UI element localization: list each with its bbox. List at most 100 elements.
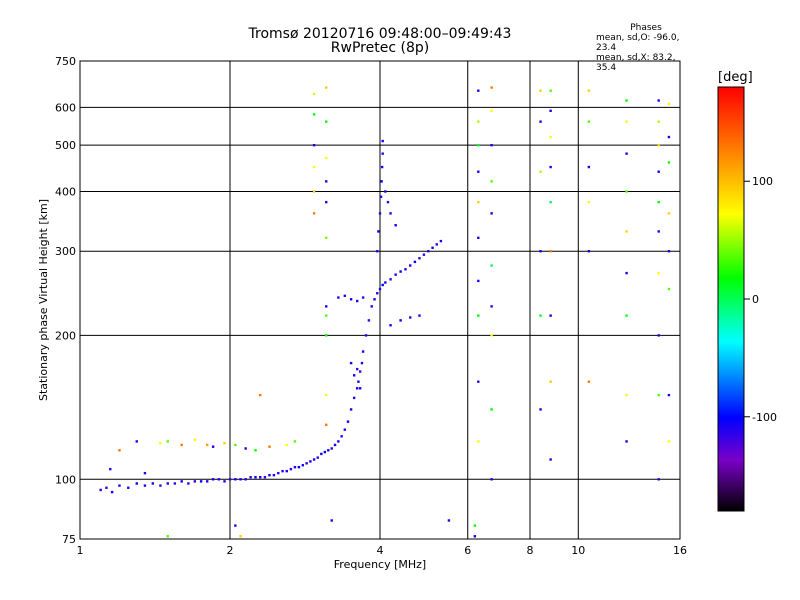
data-point [343, 294, 347, 298]
data-point [309, 460, 312, 463]
data-point [625, 314, 628, 317]
data-point [358, 387, 362, 390]
data-point [549, 380, 552, 383]
data-point [349, 298, 353, 301]
data-point [199, 480, 203, 483]
data-point [355, 367, 359, 371]
x-tick-label: 16 [673, 544, 687, 557]
data-point [539, 120, 542, 123]
data-point [223, 480, 226, 483]
data-point [330, 447, 333, 450]
data-point [477, 380, 480, 383]
data-point [404, 268, 407, 271]
data-point [217, 478, 221, 481]
data-point [473, 535, 477, 538]
data-point [657, 393, 660, 397]
data-point [349, 361, 353, 365]
data-point [539, 170, 542, 173]
data-point [325, 334, 328, 337]
data-point [312, 113, 316, 116]
data-point [193, 480, 197, 483]
data-point [549, 89, 552, 92]
data-point [325, 200, 328, 204]
data-point [355, 299, 359, 303]
colorbar-tick-label: -100 [752, 411, 777, 424]
data-point [234, 524, 237, 527]
data-point [379, 195, 383, 198]
chart-subtitle: RwPretec (8p) [330, 40, 430, 56]
data-point [289, 467, 293, 471]
data-point [281, 469, 284, 473]
data-point [477, 236, 480, 240]
data-point [105, 486, 108, 489]
data-point [667, 393, 671, 397]
data-point [409, 264, 412, 267]
data-point [211, 478, 215, 481]
data-point [173, 482, 177, 485]
data-point [244, 447, 247, 450]
data-point [166, 535, 169, 538]
data-point [135, 482, 138, 485]
data-point [389, 212, 392, 215]
data-point [549, 200, 552, 204]
data-point [352, 396, 356, 400]
data-point [657, 478, 660, 481]
y-tick-label: 75 [62, 533, 76, 546]
phase-stats: Phases mean, sd,O: -96.0, 23.4 mean, sd,… [596, 23, 696, 73]
data-point [263, 476, 267, 479]
data-point [439, 239, 443, 243]
colorbar-tick-label: 100 [752, 175, 773, 188]
data-point [143, 484, 147, 487]
data-point [193, 438, 197, 441]
data-point [180, 443, 183, 447]
data-point [490, 86, 493, 89]
axes-layer: 1 2 4 6 8 10 16 75 100 200 300 400 500 600 750 Frequenc… [37, 55, 687, 571]
data-point [312, 165, 316, 169]
data-point [352, 374, 356, 377]
data-point [343, 428, 347, 431]
phase-stats-o: mean, sd,O: -96.0, 23.4 [596, 33, 680, 53]
data-point [413, 260, 417, 264]
data-point [378, 287, 382, 291]
data-point [340, 435, 343, 438]
data-point [361, 350, 365, 353]
data-points [99, 86, 671, 538]
data-point [490, 478, 493, 481]
y-tick-label: 300 [55, 245, 76, 258]
data-point [110, 490, 114, 494]
data-point [330, 519, 333, 522]
phase-stats-x: mean, sd,X: 83.2, 35.4 [596, 53, 676, 73]
data-point [389, 324, 392, 327]
data-point [325, 156, 328, 160]
data-point [394, 224, 397, 227]
data-point [305, 462, 308, 465]
data-point [327, 449, 330, 452]
x-tick-label: 1 [77, 544, 84, 557]
data-point [259, 476, 262, 479]
data-point [490, 212, 493, 215]
data-point [381, 283, 384, 287]
data-point [249, 476, 252, 479]
data-point [325, 180, 328, 183]
data-point [357, 380, 360, 383]
plot-frame [79, 60, 681, 540]
data-point [431, 246, 434, 249]
data-point [657, 334, 660, 337]
data-point [244, 478, 247, 481]
data-point [667, 135, 671, 139]
data-point [337, 440, 340, 443]
data-point [477, 120, 480, 123]
data-point [625, 190, 628, 193]
data-point [370, 305, 373, 308]
data-point [159, 484, 162, 487]
x-tick-label: 2 [227, 544, 234, 557]
x-tick-label: 6 [464, 544, 471, 557]
data-point [376, 292, 379, 295]
data-point [234, 443, 237, 447]
data-point [625, 271, 628, 275]
data-point [268, 445, 271, 448]
data-point [587, 120, 591, 123]
data-point [277, 471, 280, 475]
data-point [422, 253, 426, 256]
